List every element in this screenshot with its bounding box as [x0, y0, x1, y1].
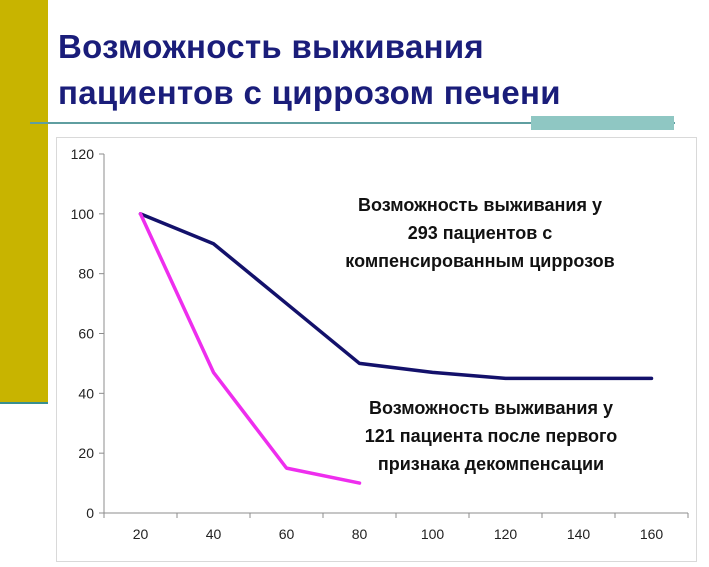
x-tick-label: 100 [421, 526, 445, 542]
slide-title-line-2: пациентов с циррозом печени [58, 74, 561, 111]
chart-annotations: Возможность выживания у 293 пациентов с ко… [345, 195, 617, 474]
y-axis-ticks: 0 20 40 60 80 100 120 [71, 146, 104, 521]
y-tick-label: 40 [78, 385, 94, 401]
series-line-compensated [138, 212, 654, 381]
series-line-decompensated [138, 212, 362, 485]
y-tick-label: 120 [71, 146, 95, 162]
slide-title-line-1: Возможность выживания [58, 28, 484, 65]
annotation-compensated-line: компенсированным циррозов [345, 251, 614, 271]
annotation-decompensated-line: признака декомпенсации [378, 454, 604, 474]
annotation-decompensated-line: 121 пациента после первого [365, 426, 618, 446]
x-tick-label: 80 [352, 526, 368, 542]
annotation-decompensated-line: Возможность выживания у [369, 398, 613, 418]
y-tick-label: 20 [78, 445, 94, 461]
chart-series [138, 212, 654, 485]
chart-frame [56, 137, 697, 562]
slide-title: Возможность выживания пациентов с цирроз… [58, 24, 703, 116]
accent-bar-underline [0, 402, 48, 404]
annotation-compensated-line: 293 пациентов с [408, 223, 553, 243]
x-tick-label: 40 [206, 526, 222, 542]
accent-bar [0, 0, 48, 403]
title-rule [30, 122, 675, 124]
x-tick-label: 20 [133, 526, 149, 542]
y-tick-label: 0 [86, 505, 94, 521]
x-tick-label: 60 [279, 526, 295, 542]
x-tick-label: 120 [494, 526, 518, 542]
title-accent-block [531, 116, 674, 130]
y-tick-label: 80 [78, 266, 94, 282]
y-tick-label: 60 [78, 326, 94, 342]
x-tick-label: 140 [567, 526, 591, 542]
annotation-compensated-line: Возможность выживания у [358, 195, 602, 215]
x-axis-ticks: 20 40 60 80 100 120 140 160 [103, 513, 689, 542]
y-tick-label: 100 [71, 206, 95, 222]
x-tick-label: 160 [640, 526, 664, 542]
